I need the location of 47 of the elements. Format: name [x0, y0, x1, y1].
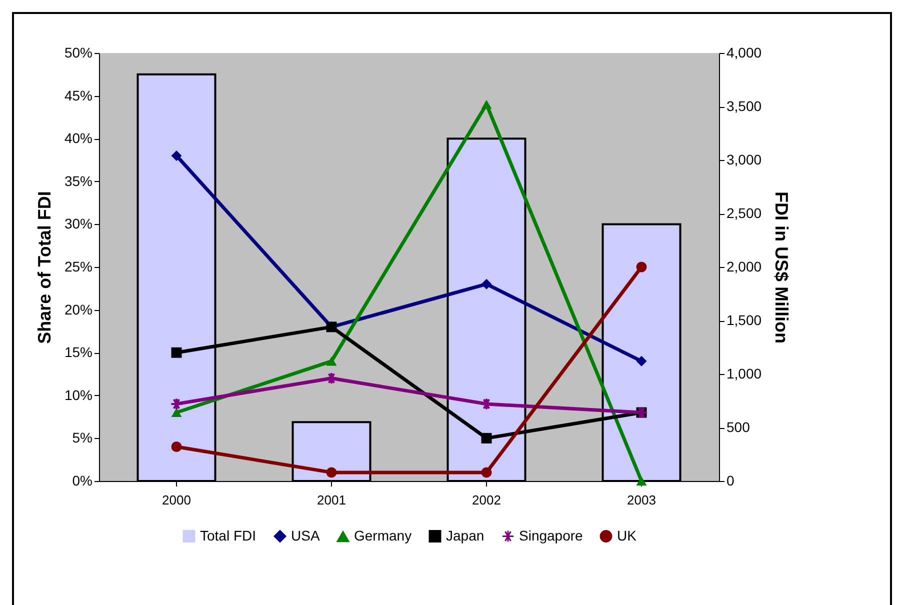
y2-tick-label: 3,000: [726, 152, 762, 168]
y-tick-label: 5%: [72, 430, 92, 446]
y-axis-title: Share of Total FDI: [34, 191, 54, 344]
point: [171, 150, 182, 161]
point: [326, 467, 337, 478]
legend-label: USA: [291, 527, 320, 544]
point: [171, 347, 182, 358]
legend-label: UK: [617, 527, 638, 544]
point: [171, 408, 182, 418]
point: [481, 278, 492, 290]
y-tick-label: 40%: [64, 130, 92, 146]
y2-tick-label: 1,000: [726, 366, 762, 382]
y2-axis-title: FDI in US$ Million: [772, 192, 792, 344]
y-tick-label: 0%: [72, 472, 92, 488]
x-tick-label: 2002: [472, 492, 501, 508]
x-tick-label: 2003: [627, 492, 656, 508]
y-tick-label: 35%: [64, 172, 92, 189]
y2-tick-label: 3,500: [726, 98, 762, 114]
point: [481, 432, 492, 444]
y2-tick-label: 1,500: [726, 312, 762, 328]
y2-tick-label: 500: [726, 419, 750, 435]
y-tick-label: 50%: [64, 44, 92, 60]
y-tick-label: 30%: [64, 216, 92, 232]
point: [636, 262, 647, 272]
y2-tick-label: 4,000: [726, 44, 762, 60]
x-tick-label: 2000: [162, 492, 191, 508]
x-tick-label: 2001: [317, 492, 346, 508]
y-tick-label: 20%: [64, 301, 92, 318]
point: [326, 356, 337, 366]
legend-label: Japan: [446, 527, 484, 544]
point: [171, 442, 182, 452]
y-tick-label: 45%: [64, 87, 92, 104]
point: [636, 356, 647, 366]
legend-label: Total FDI: [200, 527, 256, 544]
point: [481, 467, 492, 478]
y-tick-label: 25%: [64, 258, 92, 274]
y2-tick-label: 2,000: [726, 258, 762, 274]
legend-label: Singapore: [519, 527, 584, 544]
point: [170, 398, 183, 410]
y-tick-label: 15%: [64, 344, 92, 360]
legend-label: Germany: [354, 528, 412, 544]
y2-tick-label: 2,500: [726, 205, 762, 221]
point: [481, 100, 492, 109]
y2-tick-label: 0: [726, 472, 734, 488]
point: [325, 372, 338, 385]
y-tick-label: 10%: [64, 386, 92, 403]
point: [636, 476, 647, 486]
